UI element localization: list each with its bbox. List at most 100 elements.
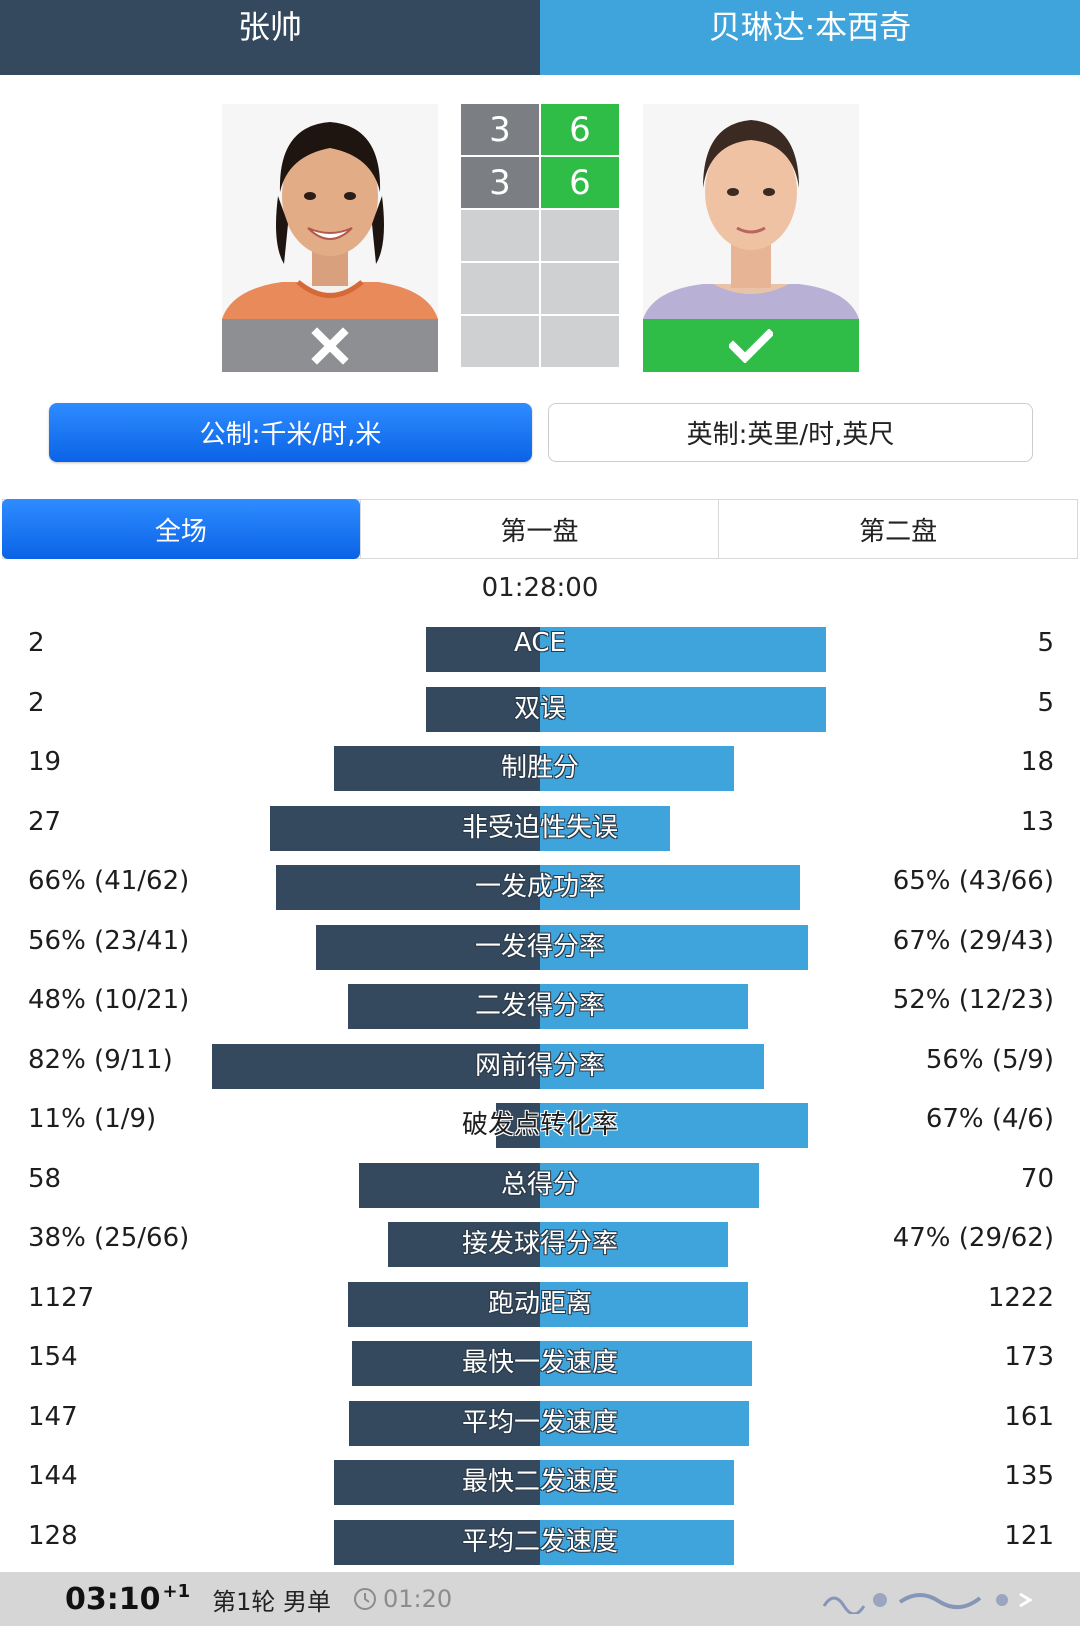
right-stat-bar <box>540 627 826 672</box>
stat-row: 2 5 双误 <box>0 680 1080 740</box>
left-stat-bar <box>348 1281 540 1327</box>
left-stat-value: 27 <box>28 806 62 837</box>
left-stat-value: 154 <box>28 1342 78 1372</box>
right-stat-bar <box>540 1460 734 1505</box>
left-stat-bar <box>334 746 540 791</box>
right-stat-value: 5 <box>1037 687 1054 718</box>
right-stat-bar <box>540 1400 749 1446</box>
set-row <box>461 263 619 314</box>
right-player-card <box>643 104 859 372</box>
stat-row: 154 173 最快一发速度 <box>0 1334 1080 1394</box>
left-stat-bar <box>334 1460 540 1505</box>
tab-set-1[interactable]: 第一盘 <box>359 500 719 558</box>
tab-full-match[interactable]: 全场 <box>2 499 360 559</box>
stat-label: 平均一发速度 <box>461 1407 618 1438</box>
stat-label: 制胜分 <box>500 753 579 783</box>
stat-label: 跑动距离 <box>487 1288 592 1319</box>
left-stat-value: 2 <box>28 628 45 658</box>
clock-icon <box>354 1588 377 1610</box>
left-stat-bar <box>334 1519 540 1565</box>
left-stat-bar <box>276 865 540 910</box>
left-stat-value: 128 <box>28 1520 78 1551</box>
left-stat-value: 58 <box>28 1163 62 1194</box>
right-stat-value: 121 <box>1004 1520 1054 1551</box>
match-footer-bar: 03:10 +1 第1轮 男单 01:20 <box>0 1572 1080 1626</box>
watermark-logo-icon <box>822 1592 1033 1614</box>
left-stat-value: 38% (25/66) <box>28 1223 190 1253</box>
right-player-name: 贝琳达·本西奇 <box>708 8 912 46</box>
right-player-result <box>643 319 859 372</box>
stat-label: 一发得分率 <box>474 931 605 962</box>
set-score-left <box>461 263 539 314</box>
right-stat-value: 1222 <box>987 1282 1054 1313</box>
right-stat-value: 56% (5/9) <box>925 1044 1054 1075</box>
right-stat-value: 173 <box>1004 1342 1054 1372</box>
right-stat-value: 5 <box>1037 628 1054 658</box>
right-stat-bar <box>540 1222 728 1267</box>
set-score-right <box>541 210 619 261</box>
stat-row: 58 70 总得分 <box>0 1156 1080 1216</box>
left-stat-value: 2 <box>28 687 45 718</box>
left-stat-bar <box>270 805 540 851</box>
right-stat-bar <box>540 1341 752 1386</box>
tab-set-2[interactable]: 第二盘 <box>718 500 1077 558</box>
left-stat-bar <box>316 924 540 970</box>
metric-units-button[interactable]: 公制:千米/时,米 <box>49 403 532 462</box>
set-score-left <box>461 316 539 367</box>
imperial-units-button[interactable]: 英制:英里/时,英尺 <box>548 403 1033 462</box>
stat-label: 二发得分率 <box>474 991 605 1021</box>
right-stat-value: 70 <box>1020 1163 1054 1194</box>
right-stat-bar <box>540 924 808 970</box>
footer-round: 第1轮 男单 <box>212 1587 332 1616</box>
set-score-right: 6 <box>541 157 619 208</box>
x-mark-icon <box>311 326 349 365</box>
stat-row: 38% (25/66) 47% (29/62) 接发球得分率 <box>0 1215 1080 1275</box>
header-right-player: 贝琳达·本西奇 <box>540 0 1080 75</box>
right-stat-bar <box>540 746 734 791</box>
set-row <box>461 210 619 261</box>
stat-row: 1127 1222 跑动距离 <box>0 1275 1080 1335</box>
right-stat-bar <box>540 1043 764 1089</box>
match-duration: 01:28:00 <box>481 573 599 603</box>
stat-row: 56% (23/41) 67% (29/43) 一发得分率 <box>0 918 1080 978</box>
stat-row: 128 121 平均二发速度 <box>0 1513 1080 1573</box>
right-player-photo <box>643 104 859 319</box>
stat-row: 48% (10/21) 52% (12/23) 二发得分率 <box>0 977 1080 1037</box>
right-stat-value: 47% (29/62) <box>892 1223 1054 1253</box>
stat-label: ACE <box>514 628 566 658</box>
right-stat-value: 18 <box>1020 747 1054 777</box>
left-stat-bar <box>348 984 540 1029</box>
right-stat-bar <box>540 1162 759 1208</box>
stat-row: 66% (41/62) 65% (43/66) 一发成功率 <box>0 858 1080 918</box>
left-stat-bar <box>426 686 540 732</box>
stat-row: 27 13 非受迫性失误 <box>0 799 1080 859</box>
stat-label: 接发球得分率 <box>461 1229 618 1259</box>
stat-row: 19 18 制胜分 <box>0 739 1080 799</box>
set-score-right <box>541 316 619 367</box>
left-stat-value: 144 <box>28 1461 78 1491</box>
stat-label: 平均二发速度 <box>461 1526 618 1557</box>
stat-row: 144 135 最快二发速度 <box>0 1453 1080 1513</box>
right-stat-value: 52% (12/23) <box>892 985 1054 1015</box>
footer-clock: 01:20 <box>383 1585 453 1613</box>
stat-label: 一发成功率 <box>474 872 605 902</box>
right-stat-value: 65% (43/66) <box>892 866 1054 896</box>
left-stat-value: 66% (41/62) <box>28 866 190 896</box>
check-mark-icon <box>729 328 773 363</box>
right-stat-bar <box>540 984 748 1029</box>
right-stat-bar <box>540 865 800 910</box>
left-stat-value: 11% (1/9) <box>28 1104 157 1134</box>
stat-label: 最快一发速度 <box>461 1348 618 1378</box>
stat-row: 147 161 平均一发速度 <box>0 1394 1080 1454</box>
left-stat-value: 1127 <box>28 1282 95 1313</box>
right-stat-value: 161 <box>1004 1401 1054 1432</box>
left-stat-value: 48% (10/21) <box>28 985 190 1015</box>
set-score-left: 3 <box>461 104 539 155</box>
left-stat-value: 19 <box>28 747 62 777</box>
left-stat-bar <box>426 627 540 672</box>
right-stat-bar <box>540 1103 808 1148</box>
left-stat-value: 82% (9/11) <box>28 1044 173 1075</box>
stat-row: 82% (9/11) 56% (5/9) 网前得分率 <box>0 1037 1080 1097</box>
